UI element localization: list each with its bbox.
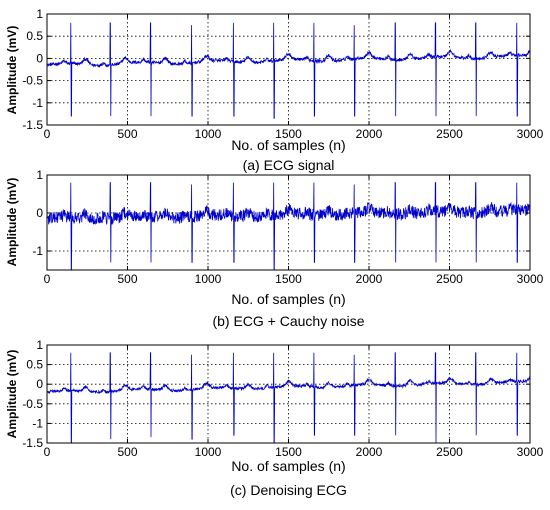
y-axis-label: Amplitude (mV) <box>5 178 19 267</box>
x-tick-label: 1500 <box>275 272 302 286</box>
x-tick-label: 500 <box>117 445 137 459</box>
y-tick-label: -0.5 <box>22 74 43 88</box>
y-tick-label: -1.5 <box>22 118 43 132</box>
y-tick-label: 0 <box>36 51 43 65</box>
x-tick-label: 2000 <box>356 445 383 459</box>
panel-caption: (a) ECG signal <box>243 157 335 173</box>
y-tick-label: -1.5 <box>22 436 43 450</box>
x-tick-label: 3000 <box>517 272 544 286</box>
x-tick-label: 3000 <box>517 445 544 459</box>
ecg-series-line <box>46 182 531 271</box>
chart-panel-3: 0 500 1000 1500 2000 2500 3000 -1.5 -1 -0.5 0 0.5 1 N… <box>5 338 544 498</box>
y-tick-label: -1 <box>32 96 43 110</box>
x-tick-label: 1500 <box>275 127 302 141</box>
x-tick-label: 0 <box>44 127 51 141</box>
y-tick-label: -0.5 <box>22 397 43 411</box>
y-tick-label: 1 <box>36 338 43 352</box>
x-tick-label: 1000 <box>195 272 222 286</box>
x-tick-label: 2000 <box>356 127 383 141</box>
y-tick-label: 0.5 <box>26 358 43 372</box>
x-tick-label: 2500 <box>436 127 463 141</box>
y-axis-label: Amplitude (mV) <box>5 26 19 115</box>
y-tick-label: 0.5 <box>26 29 43 43</box>
y-tick-label: 0 <box>36 377 43 391</box>
x-axis-label: No. of samples (n) <box>231 458 345 474</box>
x-tick-label: 2500 <box>436 445 463 459</box>
x-tick-label: 2000 <box>356 272 383 286</box>
x-tick-label: 2500 <box>436 272 463 286</box>
x-tick-label: 1000 <box>195 127 222 141</box>
chart-panel-1: 0 500 1000 1500 2000 2500 3000 -1.5 -1 -0.5 0 0.5 1 N… <box>5 7 544 173</box>
y-axis-label: Amplitude (mV) <box>5 350 19 439</box>
panel-caption: (b) ECG + Cauchy noise <box>212 313 364 329</box>
x-tick-label: 0 <box>44 445 51 459</box>
y-tick-label: -1 <box>32 244 43 258</box>
ecg-series-line <box>46 352 531 444</box>
x-tick-label: 0 <box>44 272 51 286</box>
x-tick-label: 1500 <box>275 445 302 459</box>
x-axis-label: No. of samples (n) <box>231 137 345 153</box>
x-tick-label: 500 <box>117 127 137 141</box>
y-tick-label: 1 <box>36 7 43 21</box>
x-tick-label: 500 <box>117 272 137 286</box>
y-tick-label: 1 <box>36 168 43 182</box>
ecg-series-line <box>46 22 531 119</box>
panel-caption: (c) Denoising ECG <box>230 482 347 498</box>
x-tick-label: 3000 <box>517 127 544 141</box>
x-tick-label: 1000 <box>195 445 222 459</box>
y-tick-label: -1 <box>32 416 43 430</box>
x-axis-label: No. of samples (n) <box>231 291 345 307</box>
y-tick-label: 0 <box>36 206 43 220</box>
